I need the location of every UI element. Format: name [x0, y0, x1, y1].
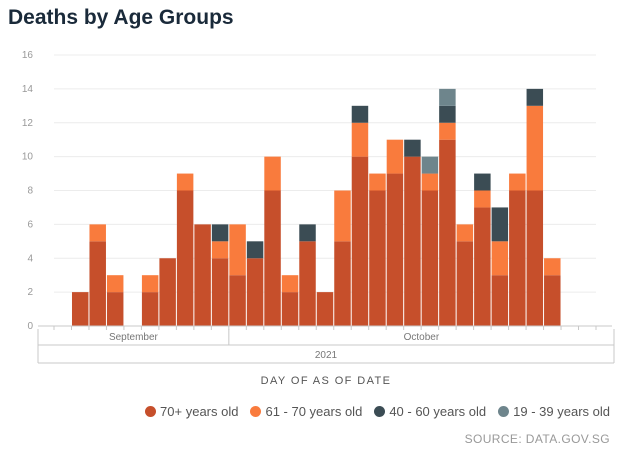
month-label: October — [404, 332, 440, 343]
legend-swatch — [498, 406, 510, 417]
bar-segment — [176, 173, 194, 191]
bars — [71, 88, 561, 326]
legend-swatch — [145, 406, 157, 417]
bar-segment — [386, 173, 404, 326]
bar-segment — [316, 292, 334, 326]
legend-label: 40 - 60 years old — [389, 404, 487, 419]
y-tick-label: 4 — [27, 253, 33, 264]
bar-segment — [211, 241, 229, 259]
bar-segment — [544, 258, 561, 276]
y-tick-label: 2 — [27, 287, 33, 298]
bar-segment — [141, 292, 159, 326]
y-axis-tick-labels: 0 2 4 6 8 10 12 14 16 — [22, 50, 34, 332]
bar-segment — [299, 224, 316, 242]
legend-swatch — [250, 406, 262, 417]
bar-segment — [439, 139, 456, 326]
bar-segment — [456, 241, 474, 326]
bar-segment — [439, 122, 456, 140]
bar-segment — [474, 207, 491, 326]
bar-segment — [544, 275, 561, 326]
bar-segment — [491, 275, 509, 326]
stacked-bar-chart: 0 2 4 6 8 10 12 14 16 September October 2021 — [22, 50, 615, 364]
bar-segment — [246, 241, 264, 259]
bar-segment — [176, 190, 194, 326]
bar-segment — [474, 190, 491, 208]
bar-segment — [264, 190, 281, 326]
y-tick-label: 0 — [27, 321, 33, 332]
legend-item: 40 - 60 years old — [374, 404, 486, 419]
bar-segment — [421, 173, 439, 191]
bar-segment — [281, 292, 299, 326]
bar-segment — [141, 275, 159, 293]
bar-segment — [106, 292, 124, 326]
legend-swatch — [374, 406, 386, 417]
month-label: September — [109, 332, 159, 343]
bar-segment — [421, 156, 439, 174]
bar-segment — [351, 105, 369, 123]
bar-segment — [509, 190, 526, 326]
bar-segment — [211, 258, 229, 326]
legend-item: 61 - 70 years old — [250, 404, 362, 419]
bar-segment — [439, 105, 456, 123]
year-label: 2021 — [315, 350, 338, 361]
y-tick-label: 6 — [27, 219, 33, 230]
legend-label: 19 - 39 years old — [513, 404, 610, 419]
bar-segment — [526, 105, 544, 191]
y-tick-label: 16 — [22, 50, 34, 61]
bar-segment — [299, 241, 316, 326]
bar-segment — [439, 88, 456, 106]
legend-item: 19 - 39 years old — [498, 404, 610, 419]
bar-segment — [334, 190, 351, 242]
bar-segment — [229, 275, 246, 326]
bar-segment — [264, 156, 281, 191]
bar-segment — [194, 224, 211, 326]
bar-segment — [526, 190, 544, 326]
bar-segment — [404, 156, 421, 326]
bar-segment — [509, 173, 526, 191]
bar-segment — [351, 122, 369, 157]
bar-segment — [474, 173, 491, 191]
bar-segment — [334, 241, 351, 326]
bar-segment — [404, 139, 421, 157]
chart-title: Deaths by Age Groups — [8, 6, 234, 29]
y-tick-label: 14 — [22, 84, 34, 95]
bar-segment — [491, 207, 509, 242]
bar-segment — [491, 241, 509, 276]
bar-segment — [456, 224, 474, 242]
bar-segment — [229, 224, 246, 276]
bar-segment — [281, 275, 299, 293]
bar-segment — [159, 258, 176, 326]
bar-segment — [106, 275, 124, 293]
x-axis: September October 2021 — [37, 325, 615, 364]
source-note: SOURCE: DATA.GOV.SG — [464, 432, 610, 446]
bar-segment — [211, 224, 229, 242]
y-tick-label: 8 — [27, 186, 33, 197]
bar-segment — [89, 224, 106, 242]
bar-segment — [421, 190, 439, 326]
bar-segment — [351, 156, 369, 326]
bar-segment — [246, 258, 264, 326]
y-tick-label: 12 — [22, 118, 34, 129]
bar-segment — [369, 190, 386, 326]
legend: 70+ years old 61 - 70 years old 40 - 60 ye… — [145, 404, 610, 419]
bar-segment — [369, 173, 386, 191]
bar-segment — [89, 241, 106, 326]
legend-item: 70+ years old — [145, 404, 238, 419]
legend-label: 70+ years old — [160, 404, 239, 419]
x-axis-title: DAY OF AS OF DATE — [260, 375, 392, 387]
bar-segment — [71, 292, 89, 326]
bar-segment — [526, 88, 544, 106]
y-tick-label: 10 — [22, 152, 34, 163]
bar-segment — [386, 139, 404, 174]
legend-label: 61 - 70 years old — [265, 404, 363, 419]
